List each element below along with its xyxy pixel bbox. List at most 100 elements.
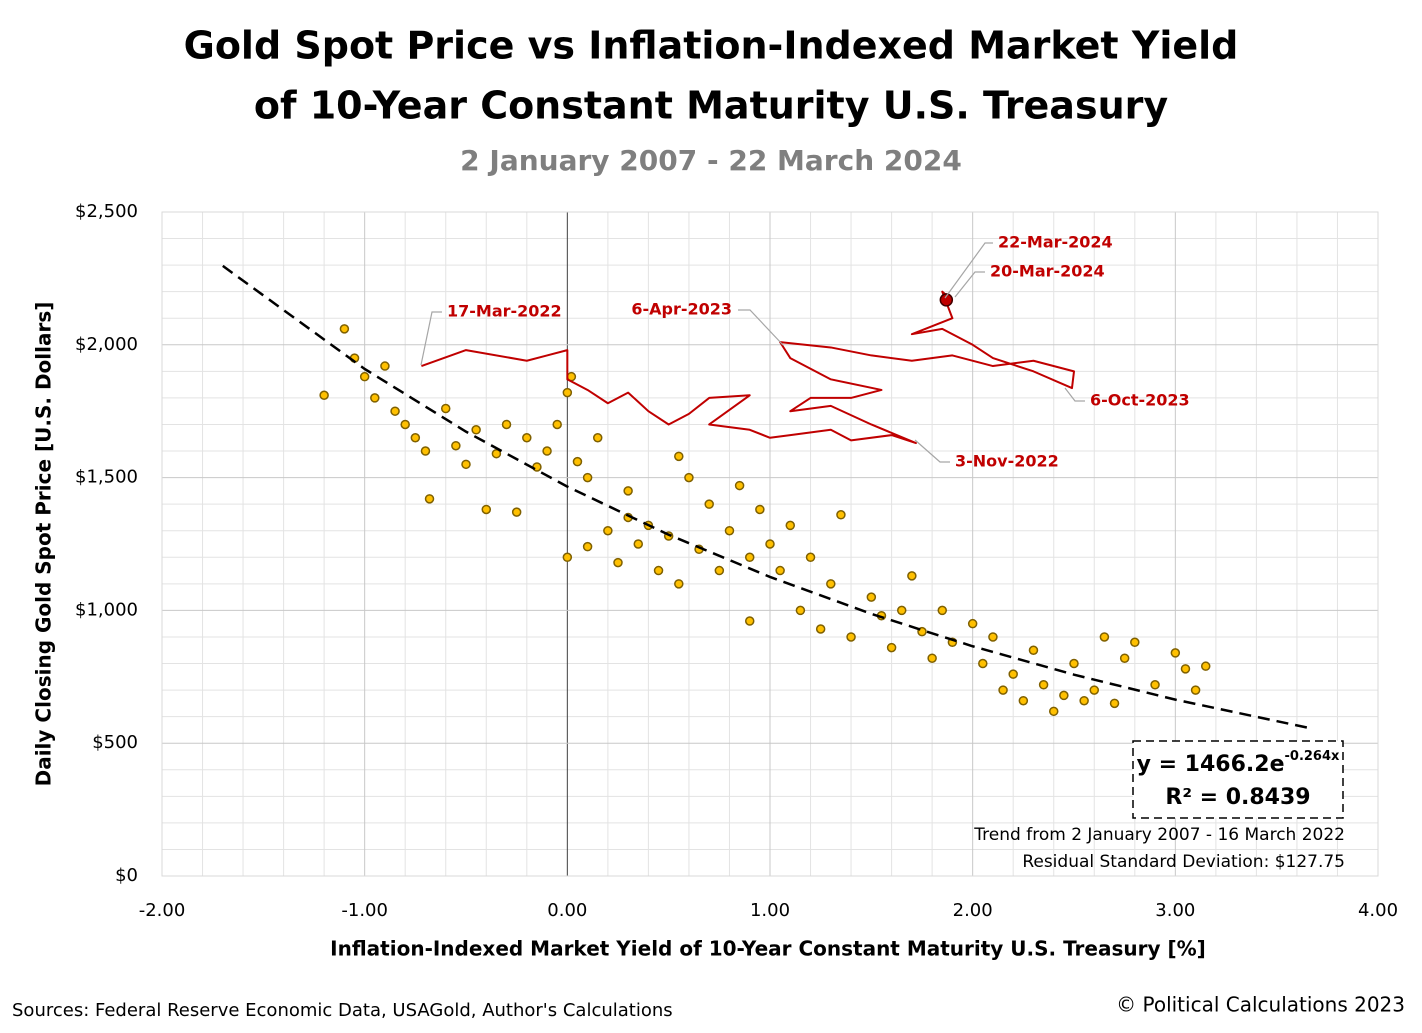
data-point: [501, 419, 512, 430]
leader-line: [1064, 387, 1085, 402]
leader-line: [954, 271, 985, 298]
data-point: [866, 592, 877, 602]
y-tick-label: $500: [92, 732, 138, 753]
trend-note: Trend from 2 January 2007 - 16 March 202…: [973, 825, 1345, 845]
annotation: 6-Apr-2023: [631, 300, 732, 319]
data-point: [582, 472, 593, 483]
data-point: [1109, 698, 1120, 709]
x-tick-label: 3.00: [1155, 900, 1195, 921]
data-point: [967, 618, 978, 629]
x-tick-label: 0.00: [547, 900, 587, 921]
data-point: [907, 571, 917, 581]
data-point: [1069, 658, 1079, 669]
data-point: [481, 504, 492, 515]
data-point: [390, 406, 400, 416]
data-point: [1180, 664, 1191, 674]
data-point: [522, 433, 532, 443]
data-point: [339, 324, 350, 334]
data-point: [440, 403, 451, 414]
data-point: [795, 605, 806, 616]
data-point: [1170, 648, 1181, 658]
data-point: [755, 504, 765, 515]
data-point: [471, 425, 481, 435]
data-point: [592, 433, 603, 443]
x-axis-label: Inflation-Indexed Market Yield of 10-Yea…: [330, 937, 1206, 961]
data-point: [674, 579, 684, 589]
data-point: [1190, 685, 1201, 695]
end-point: [939, 293, 954, 307]
data-point: [805, 552, 816, 563]
data-point: [775, 565, 785, 576]
data-point: [1018, 695, 1029, 706]
data-point: [978, 658, 988, 669]
data-point: [1079, 695, 1089, 706]
data-point: [744, 616, 755, 626]
data-point: [562, 387, 573, 398]
data-point: [815, 624, 826, 634]
leader-line: [914, 439, 950, 463]
data-point: [613, 557, 623, 568]
x-tick-label: 1.00: [750, 900, 790, 921]
data-point: [1089, 685, 1100, 695]
chart-subtitle: 2 January 2007 - 22 March 2024: [460, 144, 962, 177]
data-point: [424, 494, 435, 504]
data-point: [826, 579, 836, 589]
data-point: [714, 565, 725, 576]
annotation: 17-Mar-2022: [447, 302, 562, 321]
data-point: [359, 371, 370, 382]
data-point: [704, 499, 714, 509]
data-point: [927, 653, 937, 663]
data-point: [451, 440, 461, 451]
data-point: [724, 525, 735, 536]
r-squared: R² = 0.8439: [1165, 785, 1310, 810]
leader-line: [420, 311, 442, 366]
y-tick-label: $2,500: [75, 201, 138, 222]
data-point: [998, 685, 1008, 695]
y-tick-label: $2,000: [75, 334, 138, 355]
leader-line: [944, 242, 993, 299]
equation-box: [1132, 740, 1344, 819]
data-point: [1130, 637, 1140, 648]
data-point: [1038, 680, 1049, 690]
residual-note: Residual Standard Deviation: $127.75: [1022, 852, 1345, 872]
data-point: [1119, 653, 1130, 663]
data-point: [1048, 706, 1059, 717]
plot-border: [161, 211, 1379, 877]
data-point: [836, 510, 846, 520]
data-point: [319, 390, 329, 401]
x-tick-label: 2.00: [953, 900, 993, 921]
leader-line: [738, 309, 784, 346]
data-point: [491, 448, 502, 459]
series-line: [421, 290, 1075, 445]
data-point: [552, 419, 562, 430]
data-point: [896, 605, 907, 616]
equation: y = 1466.2e-0.264x: [1137, 749, 1340, 778]
data-point: [1200, 661, 1211, 671]
data-point: [674, 451, 684, 462]
data-point: [572, 456, 583, 467]
y-tick-label: $1,000: [75, 599, 138, 620]
data-point: [684, 472, 694, 483]
annotation: 3-Nov-2022: [955, 452, 1059, 471]
chart-title: Gold Spot Price vs Inflation-Indexed Mar…: [184, 24, 1239, 68]
trend-line: [222, 264, 1308, 729]
data-point: [380, 361, 390, 371]
data-point: [562, 552, 573, 563]
data-point: [1150, 680, 1160, 690]
data-point: [1008, 669, 1018, 679]
data-point: [623, 486, 633, 496]
data-point: [937, 605, 948, 616]
copyright: © Political Calculations 2023: [1116, 993, 1405, 1017]
data-point: [633, 539, 644, 549]
data-point: [886, 642, 897, 653]
data-point: [410, 433, 421, 443]
x-tick-label: -1.00: [341, 900, 388, 921]
sources: Sources: Federal Reserve Economic Data, …: [12, 1000, 673, 1021]
data-point: [734, 480, 745, 491]
annotation-leaders: [420, 242, 1085, 463]
data-point: [1059, 690, 1069, 701]
x-tick-label: 4.00: [1358, 900, 1398, 921]
y-tick-label: $1,500: [75, 467, 138, 488]
data-point: [785, 520, 796, 531]
